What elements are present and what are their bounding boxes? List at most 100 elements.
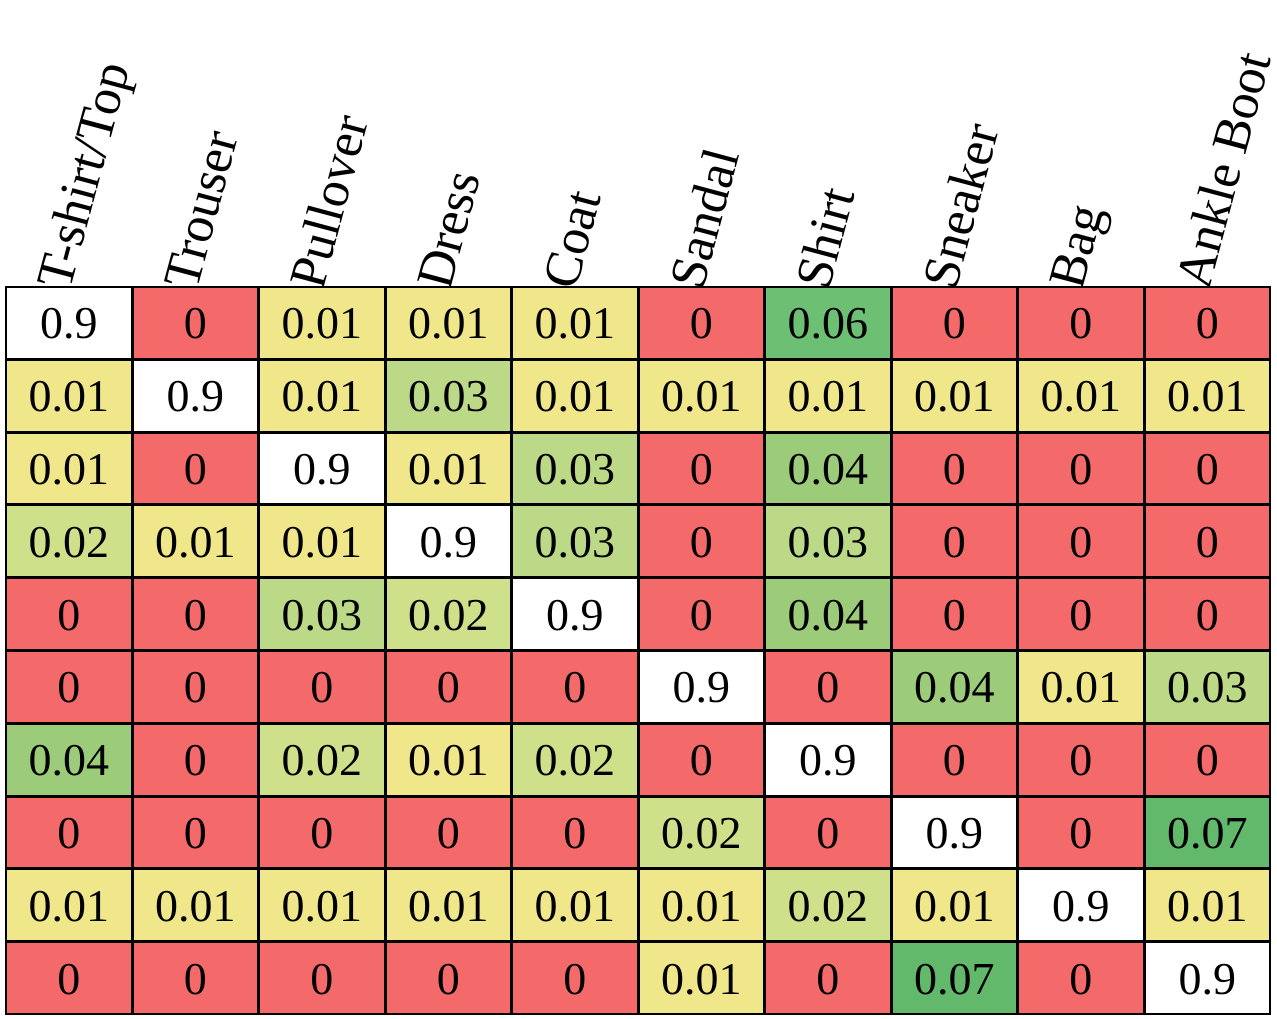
heatmap-cell: 0.01 xyxy=(384,431,512,506)
heatmap-cell: 0.02 xyxy=(384,577,512,651)
heatmap-cell: 0 xyxy=(131,286,259,360)
heatmap-cell: 0 xyxy=(890,504,1018,579)
heatmap-cell: 0.04 xyxy=(890,650,1018,724)
heatmap-cell: 0.02 xyxy=(258,722,386,797)
heatmap-cell: 0 xyxy=(1017,431,1145,506)
heatmap-cell: 0.9 xyxy=(5,286,133,360)
heatmap-cell: 0 xyxy=(637,286,765,360)
heatmap-cell: 0 xyxy=(1143,286,1271,360)
heatmap-cell: 0 xyxy=(258,795,386,870)
column-label: Sandal xyxy=(658,142,751,294)
heatmap-cell: 0.03 xyxy=(258,577,386,651)
heatmap-cell: 0.01 xyxy=(1017,358,1145,433)
heatmap-cell: 0.01 xyxy=(384,868,512,943)
heatmap-cell: 0.01 xyxy=(384,722,512,797)
heatmap-cell: 0 xyxy=(511,941,639,1015)
heatmap-cell: 0.01 xyxy=(131,504,259,579)
heatmap-cell: 0 xyxy=(1143,722,1271,797)
heatmap-cell: 0.07 xyxy=(890,941,1018,1015)
column-label: Sneaker xyxy=(911,117,1011,294)
heatmap-cell: 0 xyxy=(131,431,259,506)
heatmap-cell: 0.01 xyxy=(5,358,133,433)
heatmap-cell: 0.01 xyxy=(511,286,639,360)
heatmap-cell: 0.04 xyxy=(5,722,133,797)
heatmap-cell: 0 xyxy=(1143,431,1271,506)
heatmap-cell: 0.01 xyxy=(131,868,259,943)
heatmap-cell: 0.9 xyxy=(764,722,892,797)
heatmap-cell: 0.04 xyxy=(764,431,892,506)
heatmap-cell: 0 xyxy=(637,504,765,579)
heatmap-cell: 0 xyxy=(131,650,259,724)
column-label: Pullover xyxy=(279,109,380,294)
heatmap-cell: 0.02 xyxy=(764,868,892,943)
heatmap-cell: 0 xyxy=(1143,504,1271,579)
heatmap-cell: 0 xyxy=(5,577,133,651)
heatmap-cell: 0 xyxy=(890,286,1018,360)
heatmap-cell: 0 xyxy=(764,650,892,724)
heatmap-cell: 0 xyxy=(890,577,1018,651)
heatmap-cell: 0.01 xyxy=(258,504,386,579)
heatmap-cell: 0 xyxy=(1017,577,1145,651)
heatmap-cell: 0 xyxy=(511,650,639,724)
heatmap-cell: 0 xyxy=(637,722,765,797)
heatmap-cell: 0 xyxy=(1143,577,1271,651)
heatmap-cell: 0 xyxy=(131,941,259,1015)
heatmap-cell: 0.01 xyxy=(1143,868,1271,943)
heatmap-cell: 0.03 xyxy=(511,431,639,506)
heatmap-cell: 0.06 xyxy=(764,286,892,360)
heatmap-cell: 0 xyxy=(384,941,512,1015)
heatmap-cell: 0.01 xyxy=(511,868,639,943)
heatmap-cell: 0 xyxy=(258,650,386,724)
heatmap-cell: 0.01 xyxy=(5,431,133,506)
heatmap-cell: 0.9 xyxy=(890,795,1018,870)
heatmap-cell: 0 xyxy=(131,577,259,651)
heatmap-cell: 0.03 xyxy=(511,504,639,579)
heatmap-cell: 0 xyxy=(764,941,892,1015)
heatmap-cell: 0.01 xyxy=(890,358,1018,433)
heatmap-cell: 0 xyxy=(258,941,386,1015)
column-label: Dress xyxy=(405,164,492,294)
heatmap-cell: 0.9 xyxy=(1017,868,1145,943)
heatmap-cell: 0.02 xyxy=(511,722,639,797)
heatmap-cell: 0.9 xyxy=(637,650,765,724)
heatmap-cell: 0 xyxy=(1017,795,1145,870)
column-label: Coat xyxy=(532,184,613,294)
heatmap-cell: 0 xyxy=(384,650,512,724)
heatmap-cell: 0.02 xyxy=(637,795,765,870)
heatmap-cell: 0 xyxy=(637,431,765,506)
heatmap-cell: 0 xyxy=(890,431,1018,506)
column-label: T-shirt/Top xyxy=(26,55,142,294)
heatmap-cell: 0.01 xyxy=(637,868,765,943)
column-label: Shirt xyxy=(785,181,867,294)
heatmap-cell: 0 xyxy=(890,722,1018,797)
heatmap-cell: 0 xyxy=(5,941,133,1015)
heatmap-cell: 0.01 xyxy=(384,286,512,360)
heatmap-cell: 0 xyxy=(5,650,133,724)
heatmap-cell: 0 xyxy=(1017,504,1145,579)
heatmap-cell: 0.02 xyxy=(5,504,133,579)
heatmap-cell: 0.01 xyxy=(258,286,386,360)
heatmap-cell: 0.03 xyxy=(1143,650,1271,724)
heatmap-cell: 0.01 xyxy=(511,358,639,433)
column-label: Ankle Boot xyxy=(1164,46,1277,294)
heatmap-cell: 0.03 xyxy=(384,358,512,433)
heatmap-cell: 0.01 xyxy=(1017,650,1145,724)
heatmap-cell: 0.03 xyxy=(764,504,892,579)
heatmap-cell: 0 xyxy=(637,577,765,651)
heatmap-cell: 0.01 xyxy=(258,868,386,943)
heatmap-cell: 0.01 xyxy=(1143,358,1271,433)
heatmap-cell: 0 xyxy=(1017,722,1145,797)
heatmap-cell: 0 xyxy=(384,795,512,870)
heatmap-cell: 0.9 xyxy=(131,358,259,433)
heatmap-cell: 0.9 xyxy=(258,431,386,506)
heatmap-cell: 0 xyxy=(1017,286,1145,360)
heatmap-cell: 0.01 xyxy=(258,358,386,433)
heatmap-cell: 0 xyxy=(1017,941,1145,1015)
heatmap-cell: 0 xyxy=(511,795,639,870)
heatmap-cell: 0.01 xyxy=(5,868,133,943)
heatmap-cell: 0.01 xyxy=(637,358,765,433)
heatmap-cell: 0.07 xyxy=(1143,795,1271,870)
heatmap-cell: 0 xyxy=(5,795,133,870)
heatmap-cell: 0 xyxy=(764,795,892,870)
